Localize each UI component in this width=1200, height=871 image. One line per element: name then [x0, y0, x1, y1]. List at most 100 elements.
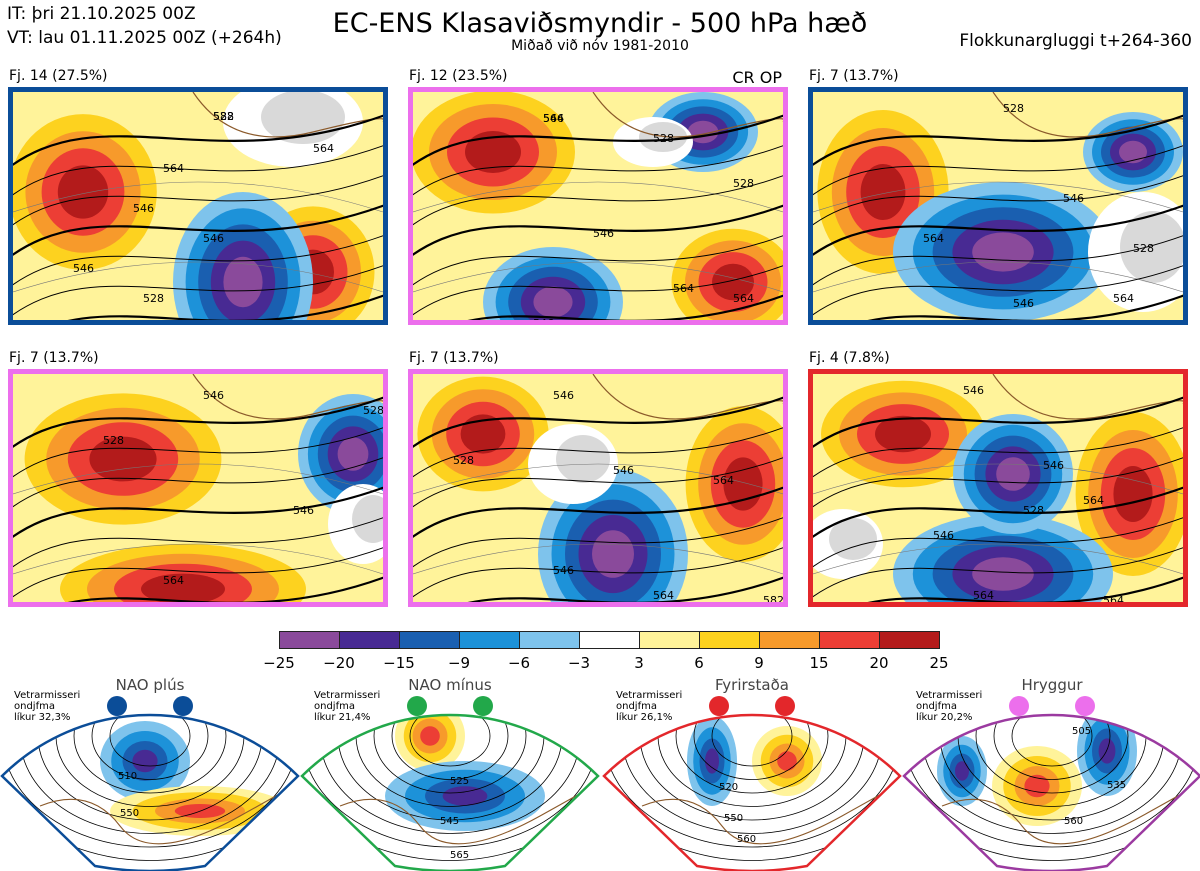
height-contour	[13, 427, 383, 478]
contour-label: 546	[553, 564, 574, 577]
contour-label: 528	[363, 404, 383, 417]
land-ice	[829, 518, 877, 560]
cluster-label: Fj. 7 (13.7%)	[409, 350, 499, 366]
contour-label: 525	[450, 776, 469, 787]
height-contour	[413, 427, 783, 478]
regime-dot	[473, 696, 493, 716]
contour-label: 564	[1083, 494, 1104, 507]
height-contour	[13, 457, 383, 508]
colorbar-swatch	[459, 631, 520, 649]
height-contour	[413, 235, 783, 286]
height-contour	[13, 114, 383, 167]
height-contour	[468, 294, 783, 320]
height-contour	[13, 486, 383, 539]
contour-label: 564	[163, 162, 184, 175]
contour-label: 546	[963, 384, 984, 397]
height-contour	[2, 714, 298, 848]
contour-label: 546	[73, 262, 94, 275]
contour-label: 564	[1103, 594, 1124, 602]
contour-label: 528	[1133, 242, 1154, 255]
contour-label: 564	[713, 474, 734, 487]
positive-anomaly	[465, 131, 521, 173]
contour-label: 564	[733, 292, 754, 305]
regime-info-probability: líkur 32,3%	[14, 712, 71, 723]
contour-label: 505	[1072, 726, 1091, 737]
height-contour	[693, 714, 811, 780]
regime-info: Vetrarmisseri ondjfma líkur 26,1%	[616, 690, 682, 723]
height-contour	[993, 714, 1111, 780]
contour-label: 564	[543, 112, 564, 125]
cluster-label: Fj. 7 (13.7%)	[809, 68, 899, 84]
contour-label: 565	[450, 850, 469, 861]
negative-anomaly	[442, 786, 488, 806]
regime-dot	[173, 696, 193, 716]
colorbar-tick-label: −15	[383, 654, 415, 672]
positive-anomaly	[875, 415, 931, 453]
anomaly-map: 528 564 546 528 546 546 564 582	[13, 92, 383, 320]
contour-label: 546	[593, 227, 614, 240]
cluster-label: Fj. 7 (13.7%)	[9, 350, 99, 366]
land-ice	[1120, 211, 1183, 283]
positive-anomaly	[89, 436, 157, 482]
height-contour	[413, 145, 783, 196]
contour-label: 546	[553, 389, 574, 402]
height-contour	[813, 265, 1183, 316]
height-contour	[813, 396, 1183, 449]
negative-anomaly	[955, 761, 969, 781]
contour-label: 564	[673, 282, 694, 295]
regime-dot	[407, 696, 427, 716]
land-ice	[556, 435, 610, 483]
cluster-map: 546 546 564 528 546 564 564	[808, 369, 1188, 607]
colorbar-tick-label: −20	[323, 654, 355, 672]
land-ice	[352, 495, 383, 543]
colorbar-swatch	[699, 631, 760, 649]
regime-info-months: ondjfma	[616, 701, 657, 712]
regime-dot	[107, 696, 127, 716]
contour-label: 546	[1063, 192, 1084, 205]
negative-anomaly	[705, 748, 719, 774]
colorbar-swatch	[819, 631, 880, 649]
regime-info: Vetrarmisseri ondjfma líkur 32,3%	[14, 690, 80, 723]
height-contour	[413, 265, 783, 316]
regime-panel: 510 550 NAO plús Vetrarmisseri ondjfma líkur …	[0, 676, 300, 871]
height-contour	[868, 294, 1183, 320]
height-contour	[13, 145, 383, 196]
contour-label: 546	[133, 202, 154, 215]
anomaly-map: 546 546 564 528 546 564 564	[813, 374, 1183, 602]
positive-anomaly	[460, 414, 506, 454]
contour-label: 546	[1013, 297, 1034, 310]
issue-time: IT: þri 21.10.2025 00Z	[7, 4, 196, 24]
height-contour	[604, 714, 900, 848]
negative-anomaly	[337, 437, 369, 471]
negative-anomaly	[972, 232, 1034, 272]
contour-label: 528	[1023, 504, 1044, 517]
graticule	[13, 181, 383, 213]
page-subtitle: Miðað við nóv 1981-2010	[511, 38, 689, 54]
negative-anomaly	[996, 457, 1030, 491]
contour-label: 546	[293, 504, 314, 517]
positive-anomaly	[860, 164, 906, 220]
graticule	[413, 261, 783, 293]
regime-map: 505 535 560	[902, 713, 1200, 871]
height-contour	[409, 714, 491, 767]
height-contour	[975, 714, 1129, 794]
colorbar-swatch	[579, 631, 640, 649]
graticule	[413, 181, 783, 213]
colorbar-tick-label: −3	[567, 654, 591, 672]
contour-label: 550	[120, 808, 139, 819]
contour-label: 582	[763, 594, 783, 602]
height-contour	[13, 547, 383, 598]
height-contour	[413, 486, 783, 539]
regime-info-months: ondjfma	[916, 701, 957, 712]
negative-anomaly	[533, 286, 573, 318]
contour-label: 546	[613, 464, 634, 477]
height-contour	[373, 714, 527, 794]
negative-anomaly	[132, 749, 158, 773]
colorbar-swatch	[519, 631, 580, 649]
graticule	[813, 261, 1183, 293]
regime-dot	[709, 696, 729, 716]
coastline	[192, 374, 383, 420]
height-contour	[413, 396, 783, 449]
cluster-map: 546528528546564564546564	[408, 87, 788, 325]
height-contour	[904, 714, 1200, 861]
